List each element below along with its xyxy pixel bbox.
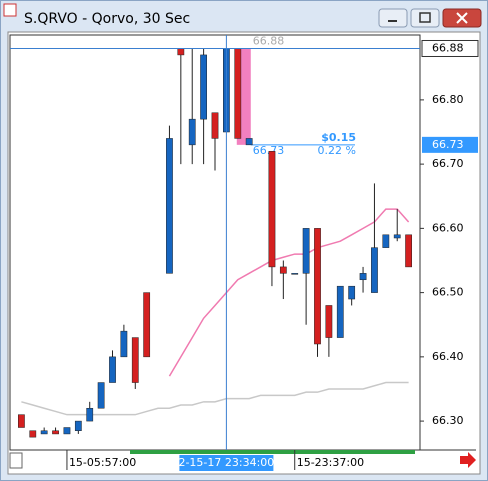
measure-percent: 0.22 %	[318, 144, 356, 157]
last-price-label: 66.73	[432, 138, 464, 151]
crosshair-time-box	[179, 455, 274, 471]
candle-body	[268, 151, 276, 268]
candle-body	[325, 305, 333, 338]
candle-body	[405, 234, 412, 268]
last-price-box	[422, 136, 478, 153]
candle-body	[120, 330, 128, 358]
candle-body	[211, 112, 219, 139]
crosshair-price-label: 66.88	[432, 41, 464, 54]
session-bar	[130, 450, 415, 454]
maximize-button[interactable]	[410, 8, 440, 28]
measure-from-label: 66.88	[253, 34, 285, 47]
y-tick-label: 66.70	[432, 157, 464, 170]
candle-body	[336, 285, 344, 338]
crosshair-time-label: 2-15-17 23:34:00	[178, 456, 274, 469]
candle-body	[314, 228, 321, 345]
candle-body	[348, 285, 356, 300]
y-tick-label: 66.40	[432, 350, 464, 363]
candle-body	[40, 430, 48, 435]
candle-body	[200, 54, 207, 120]
window-title: S.QRVO - Qorvo, 30 Sec	[24, 11, 190, 27]
moving-average	[21, 381, 409, 416]
candle-body	[74, 420, 82, 431]
measure-to-label: 66.73	[253, 144, 285, 157]
candle-body	[245, 138, 253, 146]
candle-body	[109, 356, 116, 383]
x-tick-label: 15-05:57:00	[69, 456, 136, 469]
candle-body	[279, 266, 287, 274]
app-icon	[3, 3, 17, 17]
candle-body	[18, 414, 25, 428]
crosshair-price-box	[421, 39, 479, 57]
minimize-button[interactable]	[378, 8, 408, 28]
candle-body	[86, 407, 94, 422]
candle-body	[382, 234, 390, 248]
candle-body	[143, 292, 151, 358]
candle-body	[177, 48, 185, 56]
close-icon	[456, 12, 468, 24]
candle-body	[359, 273, 367, 281]
candle-body	[188, 118, 196, 146]
moving-average	[168, 208, 410, 377]
candle-body	[52, 430, 59, 435]
candle-body	[166, 138, 173, 274]
x-tick-label: 15-23:37:00	[297, 456, 364, 469]
maximize-icon	[419, 12, 431, 23]
plot-frame	[9, 34, 421, 451]
candle-body	[234, 48, 242, 139]
scroll-box[interactable]	[9, 452, 23, 469]
y-tick-label: 66.50	[432, 286, 464, 299]
candle-body	[302, 228, 310, 274]
candle-body	[97, 382, 105, 409]
y-tick-label: 66.60	[432, 221, 464, 234]
candle-body	[371, 247, 378, 293]
scroll-arrow[interactable]	[460, 452, 476, 468]
candle-body	[29, 430, 37, 438]
candle-body	[291, 273, 299, 275]
measure-change: $0.15	[321, 131, 356, 144]
candle-body	[131, 337, 139, 383]
candle-body	[63, 427, 71, 435]
y-tick-label: 66.80	[432, 93, 464, 106]
y-tick-label: 66.30	[432, 414, 464, 427]
candle-body	[393, 234, 401, 239]
